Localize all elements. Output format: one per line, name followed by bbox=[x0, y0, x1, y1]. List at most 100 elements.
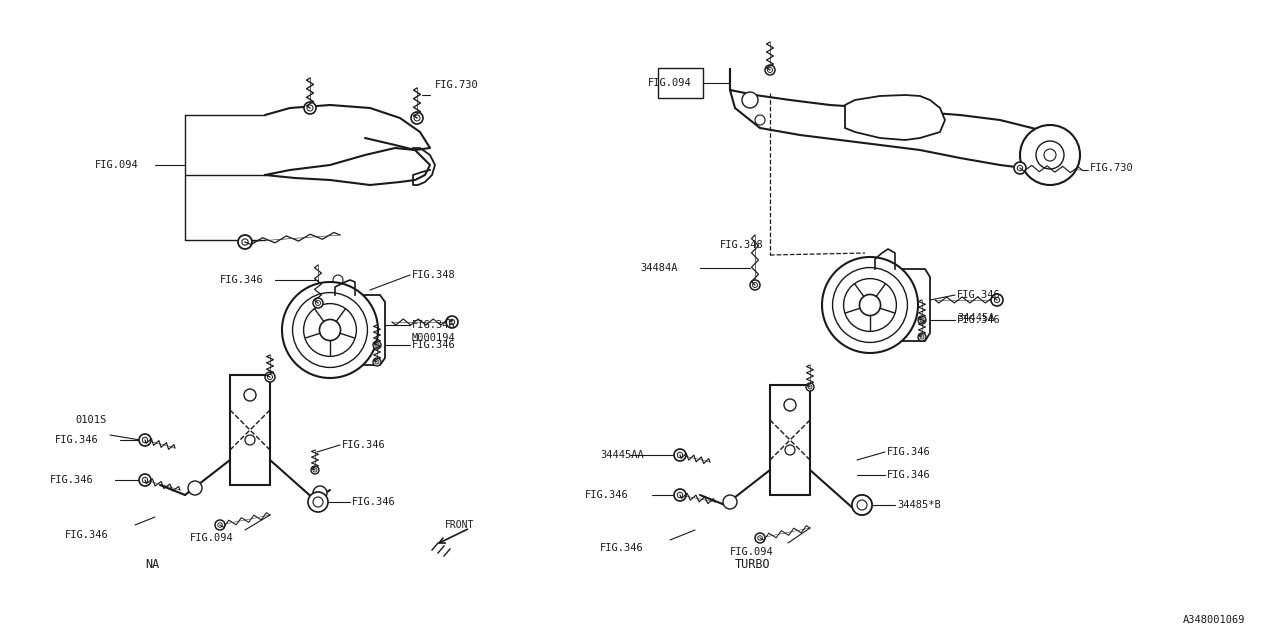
Text: FIG.346: FIG.346 bbox=[600, 543, 644, 553]
Circle shape bbox=[742, 92, 758, 108]
Circle shape bbox=[375, 360, 379, 364]
Circle shape bbox=[1036, 141, 1064, 169]
Circle shape bbox=[140, 434, 151, 446]
Circle shape bbox=[445, 316, 458, 328]
Text: FIG.348: FIG.348 bbox=[719, 240, 764, 250]
Circle shape bbox=[995, 298, 1000, 303]
Circle shape bbox=[315, 301, 320, 305]
Circle shape bbox=[723, 495, 737, 509]
Circle shape bbox=[293, 292, 367, 367]
Text: A348001069: A348001069 bbox=[1183, 615, 1245, 625]
Circle shape bbox=[314, 497, 323, 507]
Circle shape bbox=[920, 318, 924, 322]
Circle shape bbox=[859, 294, 881, 316]
Circle shape bbox=[411, 112, 422, 124]
Circle shape bbox=[308, 492, 328, 512]
Circle shape bbox=[140, 474, 151, 486]
Circle shape bbox=[372, 341, 381, 349]
Circle shape bbox=[238, 235, 252, 249]
Text: FIG.346: FIG.346 bbox=[220, 275, 264, 285]
Circle shape bbox=[314, 298, 323, 308]
Circle shape bbox=[806, 383, 814, 391]
Text: FIG.094: FIG.094 bbox=[95, 160, 138, 170]
Circle shape bbox=[755, 533, 765, 543]
Text: FIG.346: FIG.346 bbox=[65, 530, 109, 540]
Circle shape bbox=[822, 257, 918, 353]
Text: 34445AA: 34445AA bbox=[600, 450, 644, 460]
Text: 34484A: 34484A bbox=[640, 263, 677, 273]
Circle shape bbox=[1020, 125, 1080, 185]
Circle shape bbox=[852, 495, 872, 515]
Circle shape bbox=[265, 372, 275, 382]
Circle shape bbox=[282, 282, 378, 378]
Text: FIG.346: FIG.346 bbox=[957, 290, 1001, 300]
Circle shape bbox=[242, 239, 248, 245]
Text: 0101S: 0101S bbox=[76, 415, 106, 425]
Circle shape bbox=[852, 495, 872, 515]
Circle shape bbox=[768, 67, 773, 72]
Text: FIG.094: FIG.094 bbox=[189, 533, 234, 543]
Circle shape bbox=[920, 335, 924, 339]
Circle shape bbox=[758, 536, 763, 540]
Text: FIG.346: FIG.346 bbox=[342, 440, 385, 450]
Circle shape bbox=[449, 319, 454, 324]
Circle shape bbox=[142, 437, 147, 443]
Circle shape bbox=[188, 481, 202, 495]
Text: FIG.348: FIG.348 bbox=[412, 270, 456, 280]
Circle shape bbox=[1018, 165, 1023, 171]
Circle shape bbox=[677, 492, 682, 498]
Circle shape bbox=[858, 500, 867, 510]
Circle shape bbox=[314, 486, 326, 500]
Circle shape bbox=[244, 435, 255, 445]
Circle shape bbox=[918, 333, 925, 341]
Circle shape bbox=[1044, 149, 1056, 161]
Circle shape bbox=[755, 115, 765, 125]
Polygon shape bbox=[320, 295, 385, 365]
Text: FIG.094: FIG.094 bbox=[730, 547, 773, 557]
Text: FIG.346: FIG.346 bbox=[585, 490, 628, 500]
Circle shape bbox=[765, 65, 774, 75]
Bar bbox=[658, 68, 703, 98]
Polygon shape bbox=[730, 68, 1060, 170]
Circle shape bbox=[783, 399, 796, 411]
Text: FIG.730: FIG.730 bbox=[1091, 163, 1134, 173]
Circle shape bbox=[314, 468, 317, 472]
Circle shape bbox=[753, 282, 758, 287]
Circle shape bbox=[991, 294, 1004, 306]
Circle shape bbox=[1014, 162, 1027, 174]
Circle shape bbox=[750, 280, 760, 290]
Text: FIG.094: FIG.094 bbox=[648, 78, 691, 88]
Circle shape bbox=[858, 500, 867, 510]
Circle shape bbox=[832, 268, 908, 342]
Text: FIG.346: FIG.346 bbox=[55, 435, 99, 445]
Circle shape bbox=[142, 477, 147, 483]
Circle shape bbox=[675, 449, 686, 461]
Text: FIG.730: FIG.730 bbox=[435, 80, 479, 90]
Polygon shape bbox=[845, 95, 945, 140]
Text: FIG.346: FIG.346 bbox=[412, 340, 456, 350]
Circle shape bbox=[320, 319, 340, 340]
Text: FIG.346: FIG.346 bbox=[352, 497, 396, 507]
Circle shape bbox=[305, 102, 316, 114]
Circle shape bbox=[244, 389, 256, 401]
Circle shape bbox=[844, 278, 896, 332]
Text: FIG.346: FIG.346 bbox=[412, 320, 456, 330]
Polygon shape bbox=[860, 269, 931, 341]
Circle shape bbox=[303, 303, 356, 356]
Text: FIG.346: FIG.346 bbox=[957, 315, 1001, 325]
Circle shape bbox=[268, 374, 273, 380]
Text: FIG.346: FIG.346 bbox=[50, 475, 93, 485]
Circle shape bbox=[677, 452, 682, 458]
Text: FIG.346: FIG.346 bbox=[887, 447, 931, 457]
Text: FRONT: FRONT bbox=[445, 520, 475, 530]
Circle shape bbox=[218, 523, 223, 527]
Text: NA: NA bbox=[145, 559, 159, 572]
Circle shape bbox=[413, 115, 420, 121]
Text: 34485*B: 34485*B bbox=[897, 500, 941, 510]
Circle shape bbox=[918, 316, 925, 324]
Circle shape bbox=[808, 385, 812, 389]
Circle shape bbox=[307, 105, 314, 111]
Circle shape bbox=[333, 275, 343, 285]
Text: FIG.346: FIG.346 bbox=[887, 470, 931, 480]
Text: 34445A: 34445A bbox=[957, 313, 995, 323]
